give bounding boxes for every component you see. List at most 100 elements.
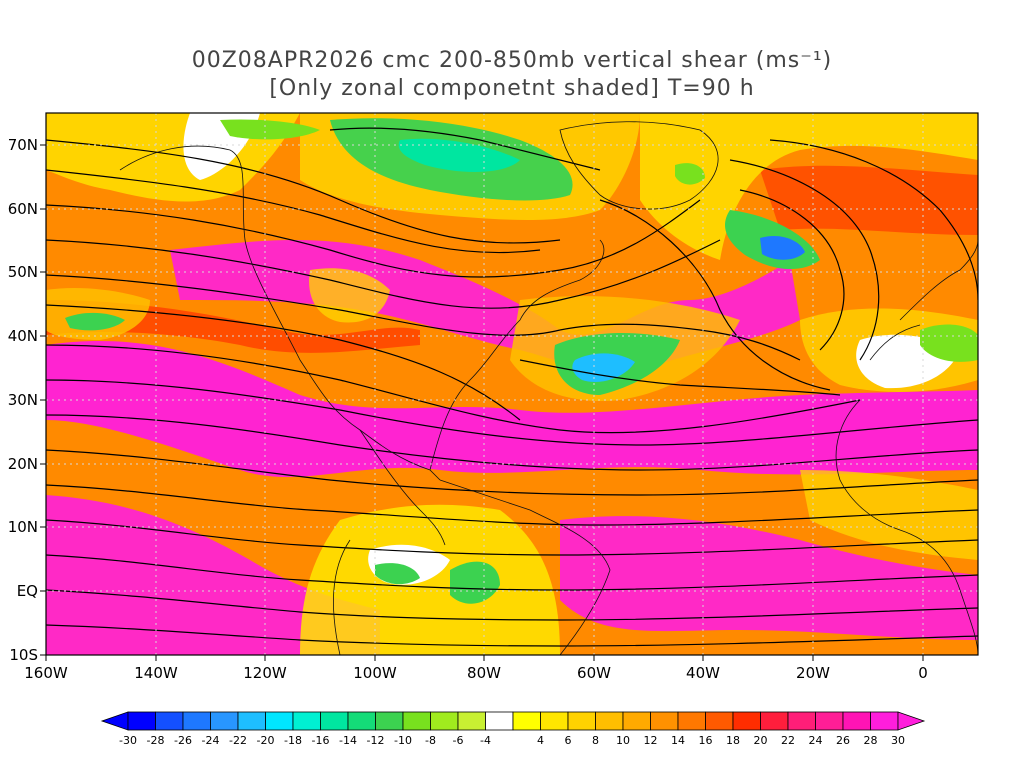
lat-label: 20N [8,455,38,473]
colorbar-swatch [182,711,211,731]
coastline-africa [835,399,978,655]
colorbar-label: 8 [592,734,599,747]
streamline [729,159,880,361]
streamline [46,304,521,421]
colorbar-label: -14 [339,734,357,747]
colorbar-label: -8 [425,734,436,747]
yellow-zone-eatl [800,470,978,560]
lon-label: 160W [24,664,68,682]
colorbar-label: 16 [699,734,713,747]
streamline [46,554,978,591]
lon-labels: 160W 140W 120W 100W 80W 60W 40W 20W 0 [24,664,928,682]
title-line-1: 00Z08APR2026 cmc 200-850mb vertical shea… [191,48,833,73]
coastlines [119,121,978,655]
colorbar-label: 30 [891,734,905,747]
colorbar-label: -18 [284,734,302,747]
yellow-zone-central [309,268,390,323]
blue-patch-natl [760,235,805,260]
colorbar-arrow-right [897,711,926,731]
lon-label: 120W [243,664,287,682]
red-belt-2 [760,165,978,235]
colorbar-label: 28 [864,734,878,747]
colorbar-swatch [815,711,844,731]
streamlines [46,127,978,647]
colorbar-swatch [787,711,816,731]
lat-label: 60N [8,200,38,218]
colorbar-swatch [567,711,596,731]
lat-labels: 70N 60N 50N 40N 30N 20N 10N EQ 10S [8,136,38,664]
title-line-2: [Only zonal componetnt shaded] T=90 h [269,76,755,101]
colorbar-label: -26 [174,734,192,747]
colorbar-label: 24 [809,734,823,747]
colorbar-label: 4 [537,734,544,747]
yellow-zone-ne [640,113,978,260]
colorbar-label: -30 [119,734,137,747]
streamline [559,323,801,361]
streamline [46,589,978,621]
lat-label: 70N [8,136,38,154]
map-frame [45,112,979,656]
jet-band [46,341,978,478]
yellow-zone-samerica [300,504,560,655]
blue-patch-atl [572,353,635,382]
cyan-patch-greenland [398,138,520,172]
green-patch-pacific [65,312,125,331]
streamline [46,484,978,526]
colorbar-label: -4 [480,734,491,747]
colorbar-swatch [732,711,761,731]
colorbar-label: -16 [312,734,330,747]
coastline-greenland [559,121,719,210]
lat-label: 30N [8,391,38,409]
streamline [46,274,561,336]
colorbar-swatch [265,711,294,731]
streamline [46,139,561,244]
colorbar-label: -20 [257,734,275,747]
green-patch-samerica-2 [450,561,500,604]
green-patch-samerica-1 [375,563,420,585]
jet-band-tropics [46,495,380,655]
colorbar-arrow-left [100,711,129,731]
colorbar-label: -6 [453,734,464,747]
colorbar-swatch [127,711,156,731]
colorbar-swatch [375,711,404,731]
lon-label: 20W [796,664,830,682]
streamline [519,359,841,396]
lon-label: 140W [134,664,178,682]
colorbar: -30 -28 -26 -24 -22 -20 -18 -16 -14 -12 -10 -8 -6 -4 4… [100,711,926,747]
colorbar-label: 20 [754,734,768,747]
jet-band-atlantic [560,516,978,640]
streamline [46,239,721,309]
streamline [46,414,978,471]
colorbar-swatch [457,711,486,731]
streamline [739,189,845,351]
coastline-south-america [333,479,611,655]
lat-label: 50N [8,263,38,281]
streamline [46,379,978,446]
colorbar-swatch [650,711,679,731]
colorbar-swatch [347,711,376,731]
streamline [46,449,978,496]
colorbar-label: -22 [229,734,247,747]
streamline [599,199,831,391]
streamline [46,624,978,647]
colorbar-label: 26 [836,734,850,747]
streamline [329,127,601,171]
lat-label: 10N [8,518,38,536]
streamline [769,139,978,301]
colorbar-label: 6 [565,734,572,747]
colorbar-swatch [155,711,184,731]
lat-label: 40N [8,327,38,345]
colorbar-swatch [540,711,569,731]
streamline [46,169,541,254]
colorbar-swatch [760,711,789,731]
shading-layer [46,113,978,655]
coastline-europe [869,239,978,361]
streamline [46,519,978,556]
colorbar-swatch [210,711,239,731]
lat-label: EQ [17,582,38,600]
lon-label: 60W [577,664,611,682]
colorbar-swatch [320,711,349,731]
colorbar-swatch [485,711,514,731]
green-patch-canada [675,163,705,185]
